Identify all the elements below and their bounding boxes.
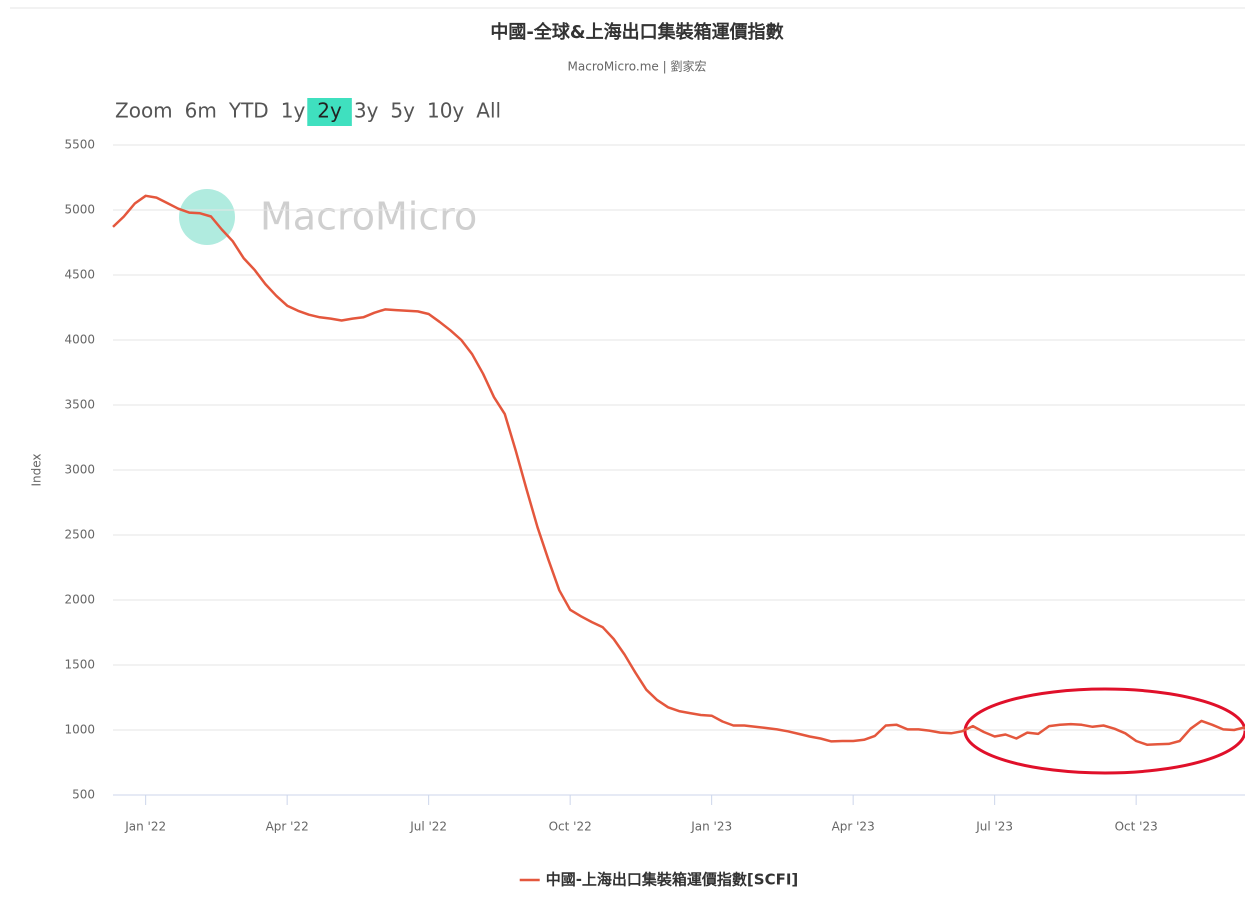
x-tick-label: Oct '22 [549, 820, 592, 834]
y-tick-label: 2500 [64, 528, 95, 542]
zoom-button-label[interactable]: 3y [354, 99, 379, 123]
zoom-button-label[interactable]: YTD [228, 99, 269, 123]
x-tick-label: Apr '22 [266, 820, 309, 834]
zoom-button[interactable]: 1y [271, 98, 316, 126]
legend-item[interactable]: 中國-上海出口集裝箱運價指數[SCFI] [519, 871, 799, 889]
line-series [112, 194, 1245, 746]
x-tick-label: Jan '22 [124, 820, 166, 834]
y-tick-label: 1000 [64, 723, 95, 737]
y-axis-label: Index [30, 453, 44, 486]
x-tick-label: Apr '23 [832, 820, 875, 834]
legend-label[interactable]: 中國-上海出口集裝箱運價指數[SCFI] [546, 871, 799, 889]
chart-subtitle: MacroMicro.me | 劉家宏 [568, 59, 707, 74]
zoom-button-label[interactable]: 1y [281, 99, 306, 123]
zoom-button[interactable]: 2y [307, 98, 352, 126]
x-tick-label: Jul '23 [975, 820, 1013, 834]
zoom-button[interactable]: 10y [417, 98, 474, 126]
zoom-label: Zoom [115, 99, 173, 123]
chart-title: 中國-全球&上海出口集裝箱運價指數 [490, 21, 783, 43]
y-tick-label: 1500 [64, 658, 95, 672]
y-tick-label: 3000 [64, 463, 95, 477]
zoom-button[interactable]: 6m [175, 98, 227, 126]
watermark-logo [179, 189, 235, 245]
zoom-button-bg[interactable] [307, 98, 352, 126]
x-tick-label: Jul '22 [409, 820, 447, 834]
y-tick-label: 5500 [64, 138, 95, 152]
y-tick-label: 500 [72, 788, 95, 802]
zoom-button-label[interactable]: 6m [185, 99, 217, 123]
y-tick-label: 4500 [64, 268, 95, 282]
zoom-button[interactable]: YTD [219, 98, 279, 126]
x-tick-label: Oct '23 [1115, 820, 1158, 834]
zoom-button-label[interactable]: All [476, 99, 501, 123]
zoom-button-label[interactable]: 2y [317, 99, 342, 123]
y-tick-label: 3500 [64, 398, 95, 412]
zoom-button[interactable]: All [466, 98, 511, 126]
zoom-button-label[interactable]: 5y [390, 99, 415, 123]
zoom-button[interactable]: 3y [344, 98, 389, 126]
x-tick-label: Jan '23 [690, 820, 732, 834]
y-tick-label: 4000 [64, 333, 95, 347]
y-tick-label: 2000 [64, 593, 95, 607]
zoom-button-label[interactable]: 10y [427, 99, 464, 123]
y-tick-label: 5000 [64, 203, 95, 217]
watermark: MacroMicro [260, 195, 477, 239]
highlight-ellipse [963, 687, 1245, 775]
zoom-button[interactable]: 5y [380, 98, 425, 126]
